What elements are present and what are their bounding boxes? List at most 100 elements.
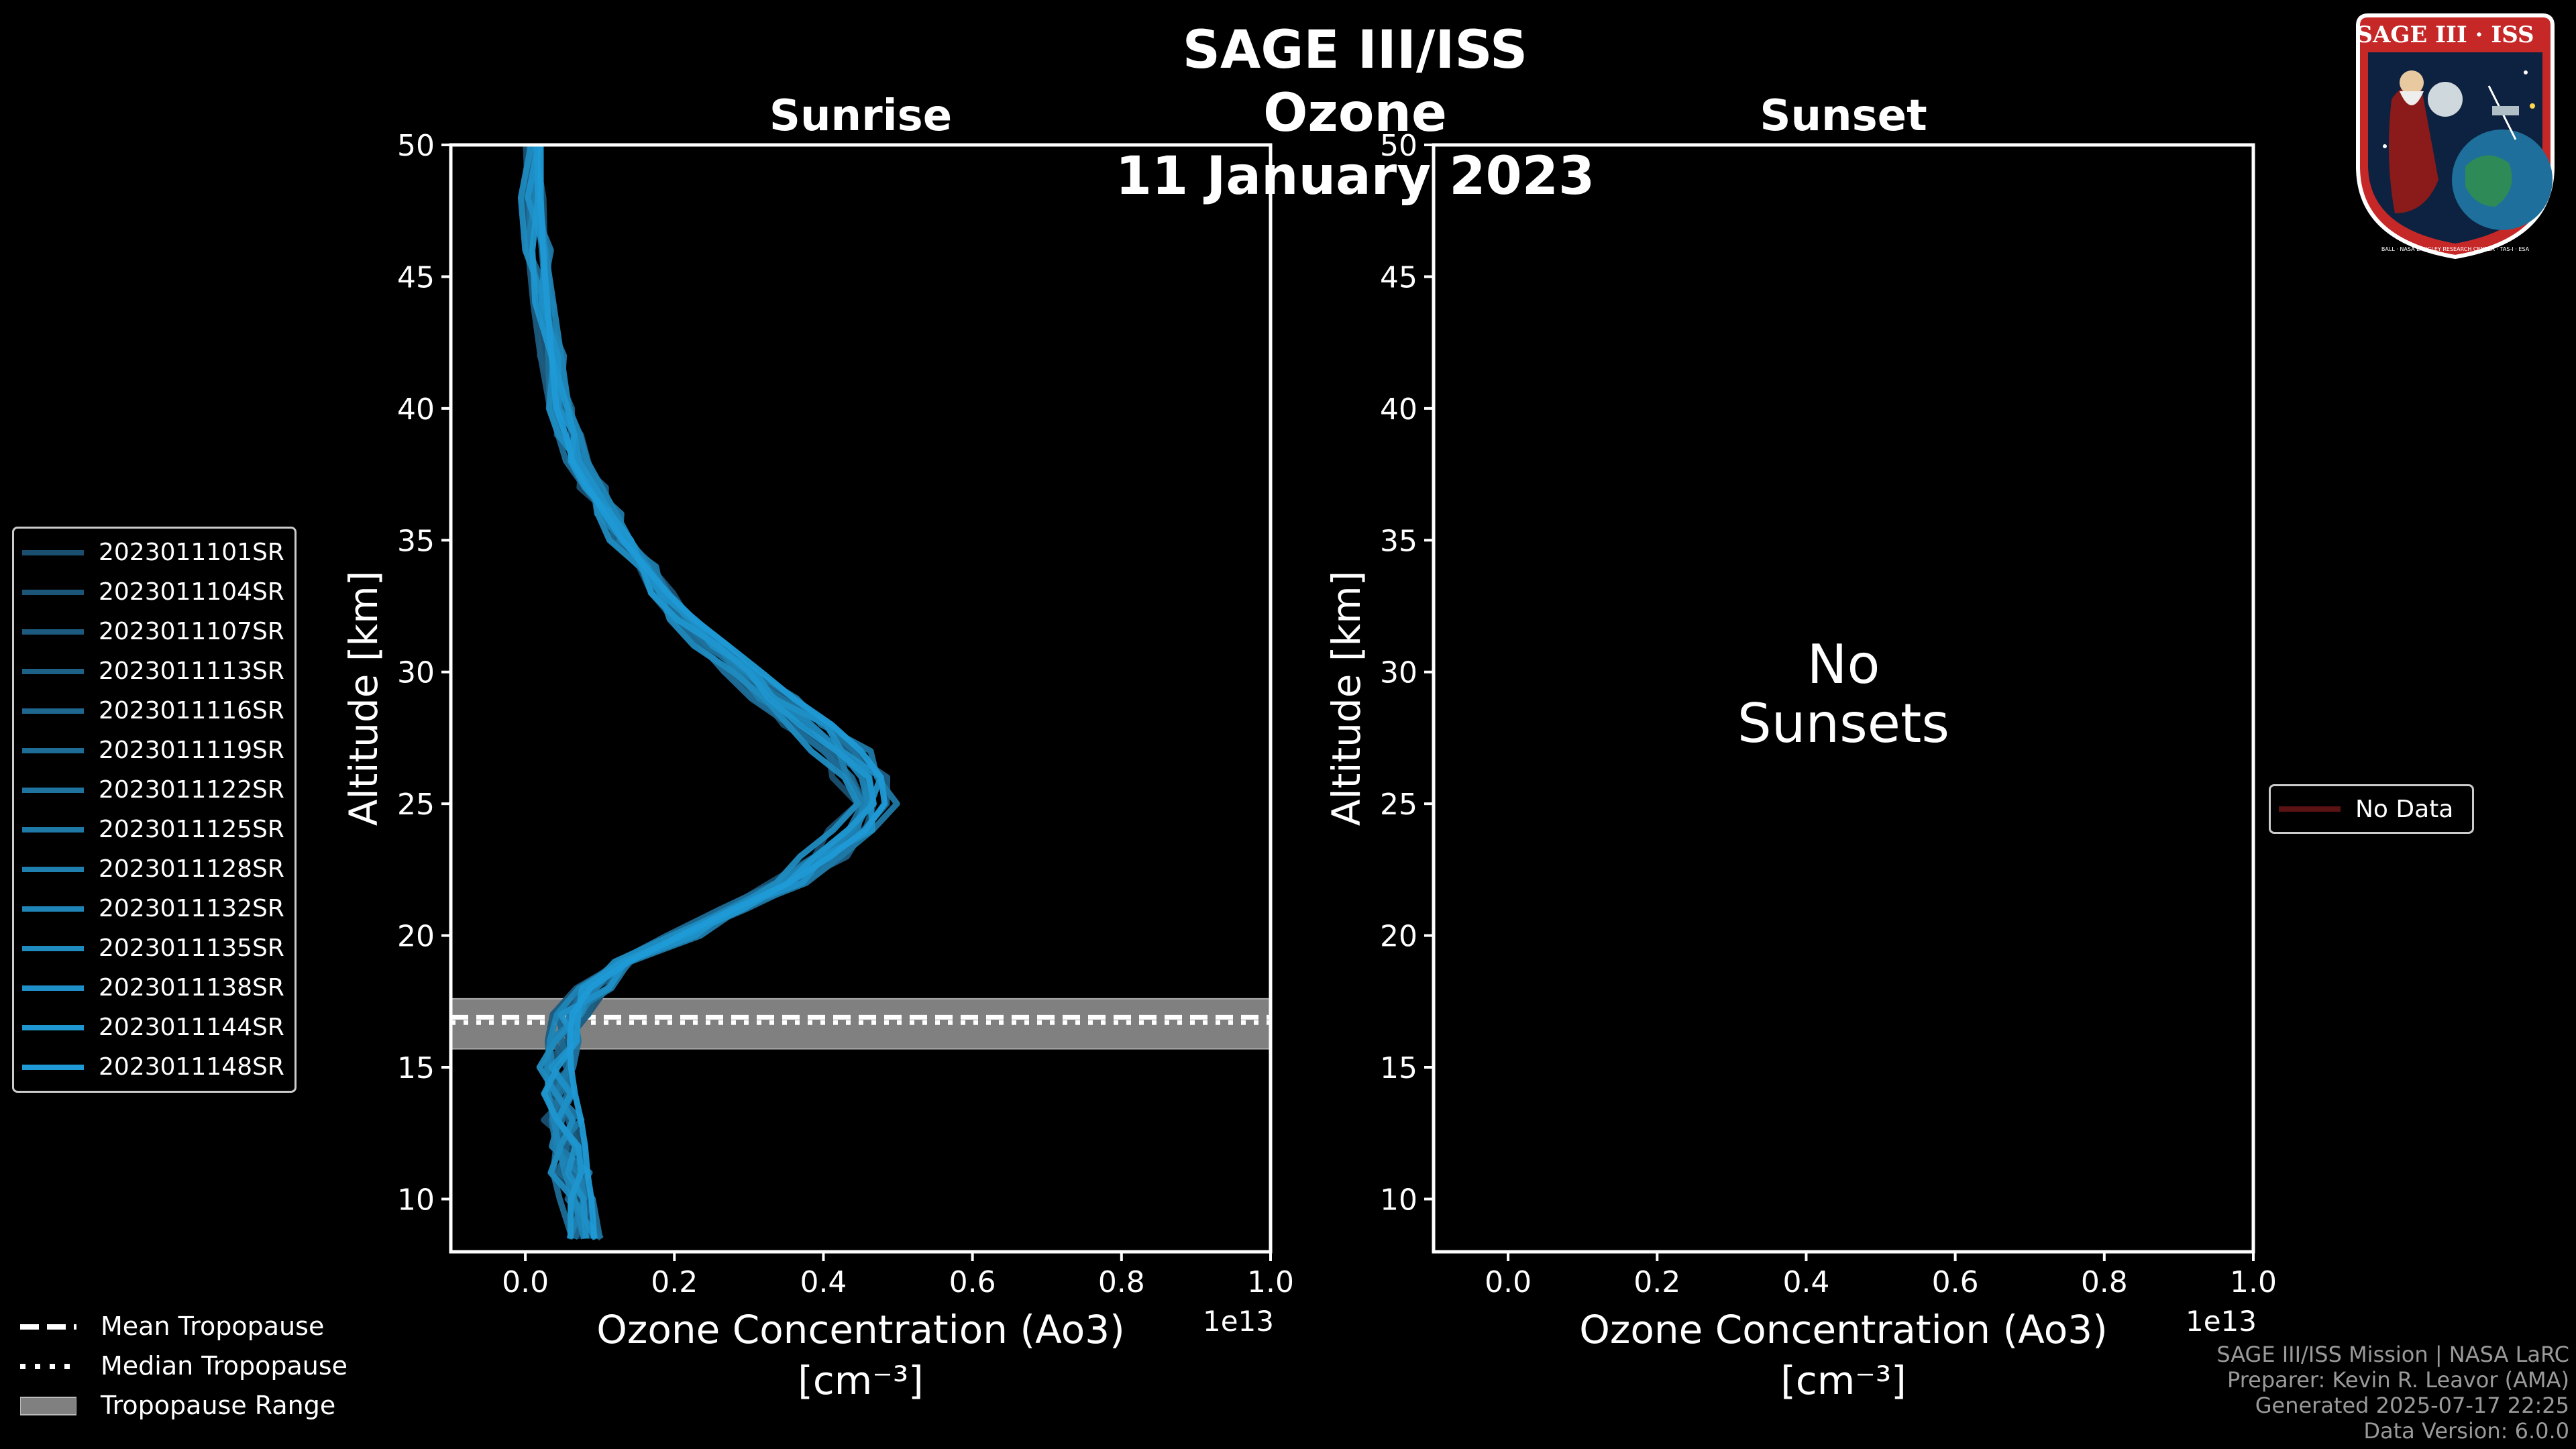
plot-frame — [1432, 143, 2255, 1254]
legend-label: 2023011107SR — [99, 618, 284, 645]
y-tick-label: 50 — [1380, 129, 1417, 163]
profile-line — [529, 145, 877, 1239]
y-tick-label: 15 — [1380, 1051, 1417, 1085]
profile-line — [531, 145, 877, 1239]
legend-swatch — [22, 945, 84, 951]
legend-swatch — [22, 985, 84, 991]
logo-label: SAGE III · ISS — [2356, 21, 2534, 48]
x-tick-label: 0.8 — [2081, 1265, 2128, 1299]
sage-iii-iss-mission-logo: SAGE III · ISS BALL · NASA LANGLEY RESEA… — [2356, 13, 2555, 260]
legend-label-mean-tropopause: Mean Tropopause — [101, 1311, 325, 1341]
range-box-swatch — [20, 1396, 76, 1415]
title-line1: SAGE III/ISS Ozone — [1182, 20, 1528, 144]
legend-label: 2023011125SR — [99, 816, 284, 843]
no-data-swatch — [2279, 806, 2341, 812]
legend-label: 2023011116SR — [99, 697, 284, 724]
legend-item: 2023011113SR — [14, 651, 294, 691]
y-tick-label: 35 — [397, 524, 435, 558]
sunset-legend: No Data — [2269, 784, 2474, 834]
y-tick-label: 10 — [1380, 1183, 1417, 1217]
legend-item: 2023011119SR — [14, 731, 294, 770]
y-tick-label: 20 — [397, 920, 435, 954]
profile-line — [526, 145, 872, 1240]
legend-item-tropopause-range: Tropopause Range — [20, 1386, 347, 1426]
legend-item: 2023011101SR — [14, 533, 294, 572]
panel-title: Sunset — [1760, 91, 1927, 141]
legend-swatch — [22, 708, 84, 714]
legend-item: 2023011104SR — [14, 572, 294, 612]
tropopause-legend: Mean Tropopause Median Tropopause Tropop… — [20, 1307, 347, 1426]
y-axis-label: Altitude [km] — [341, 571, 386, 826]
x-tick-label: 1.0 — [2230, 1265, 2277, 1299]
x-tick-label: 0.4 — [1782, 1265, 1829, 1299]
no-sunsets-message: Sunsets — [1737, 692, 1949, 755]
legend-item: 2023011148SR — [14, 1047, 294, 1087]
profile-line — [525, 145, 873, 1240]
panel-title: Sunrise — [769, 91, 952, 141]
y-tick-label: 15 — [397, 1051, 435, 1085]
legend-item: 2023011116SR — [14, 691, 294, 731]
legend-item-median-tropopause: Median Tropopause — [20, 1346, 347, 1386]
x-axis-multiplier: 1e13 — [1203, 1305, 1274, 1338]
x-axis-label: Ozone Concentration (Ao3) — [1579, 1307, 2108, 1352]
y-tick-label: 45 — [1380, 260, 1417, 294]
figure-credits: SAGE III/ISS Mission | NASA LaRC Prepare… — [2216, 1342, 2569, 1444]
legend-swatch — [22, 1024, 84, 1030]
legend-swatch — [22, 629, 84, 635]
profile-line — [524, 145, 891, 1241]
y-tick-label: 20 — [1380, 920, 1417, 954]
legend-swatch — [22, 826, 84, 833]
credit-generated: Generated 2025-07-17 22:25 — [2255, 1393, 2569, 1418]
legend-label-no-data: No Data — [2355, 795, 2454, 823]
legend-swatch — [22, 549, 84, 555]
legend-label-median-tropopause: Median Tropopause — [101, 1351, 347, 1381]
legend-swatch — [22, 668, 84, 674]
profile-line — [526, 145, 900, 1240]
panel-sunrise: Sunrise 0.0 0.2 0.4 0.6 0.8 1.0 10 15 20 25 30 35 40 4… — [341, 91, 1294, 1403]
y-tick-label: 30 — [397, 656, 435, 690]
legend-item: 2023011107SR — [14, 612, 294, 651]
x-axis-unit: [cm⁻³] — [1780, 1358, 1907, 1403]
legend-swatch — [22, 747, 84, 753]
figure-title: SAGE III/ISS Ozone 11 January 2023 — [1087, 19, 1623, 208]
credit-data-version: Data Version: 6.0.0 — [2363, 1418, 2569, 1444]
profile-line — [525, 145, 884, 1239]
logo-ring-text: BALL · NASA LANGLEY RESEARCH CENTER · TA… — [2381, 246, 2530, 252]
legend-swatch — [22, 866, 84, 872]
legend-item: 2023011125SR — [14, 810, 294, 849]
y-tick-label: 50 — [397, 129, 435, 163]
x-tick-label: 1.0 — [1247, 1265, 1294, 1299]
x-tick-label: 0.8 — [1098, 1265, 1145, 1299]
legend-item: 2023011132SR — [14, 889, 294, 928]
legend-label-tropopause-range: Tropopause Range — [101, 1391, 336, 1420]
x-axis-label: Ozone Concentration (Ao3) — [596, 1307, 1125, 1352]
x-tick-label: 0.0 — [502, 1265, 549, 1299]
x-axis-unit: [cm⁻³] — [798, 1358, 924, 1403]
legend-label: 2023011132SR — [99, 895, 284, 922]
legend-label: 2023011144SR — [99, 1014, 284, 1041]
dotted-line-swatch — [20, 1363, 76, 1369]
dashed-line-swatch — [20, 1324, 76, 1330]
profile-line — [524, 145, 867, 1240]
y-tick-label: 10 — [397, 1183, 435, 1217]
y-tick-label: 30 — [1380, 656, 1417, 690]
y-tick-label: 25 — [397, 788, 435, 822]
x-tick-label: 0.0 — [1485, 1265, 1532, 1299]
legend-label: 2023011104SR — [99, 578, 284, 606]
x-tick-label: 0.2 — [651, 1265, 698, 1299]
y-axis-label: Altitude [km] — [1324, 571, 1369, 826]
y-tick-label: 40 — [397, 392, 435, 427]
y-tick-label: 25 — [1380, 788, 1417, 822]
plot-frame — [449, 143, 1273, 1254]
legend-item: 2023011122SR — [14, 770, 294, 810]
legend-label: 2023011138SR — [99, 974, 284, 1002]
profile-legend: 2023011101SR 2023011104SR 2023011107SR 2023… — [12, 527, 297, 1093]
profile-line — [523, 145, 867, 1239]
x-tick-label: 0.6 — [1932, 1265, 1979, 1299]
legend-label: 2023011148SR — [99, 1053, 284, 1081]
title-line2: 11 January 2023 — [1115, 146, 1595, 207]
legend-label: 2023011122SR — [99, 776, 284, 804]
legend-swatch — [22, 906, 84, 912]
